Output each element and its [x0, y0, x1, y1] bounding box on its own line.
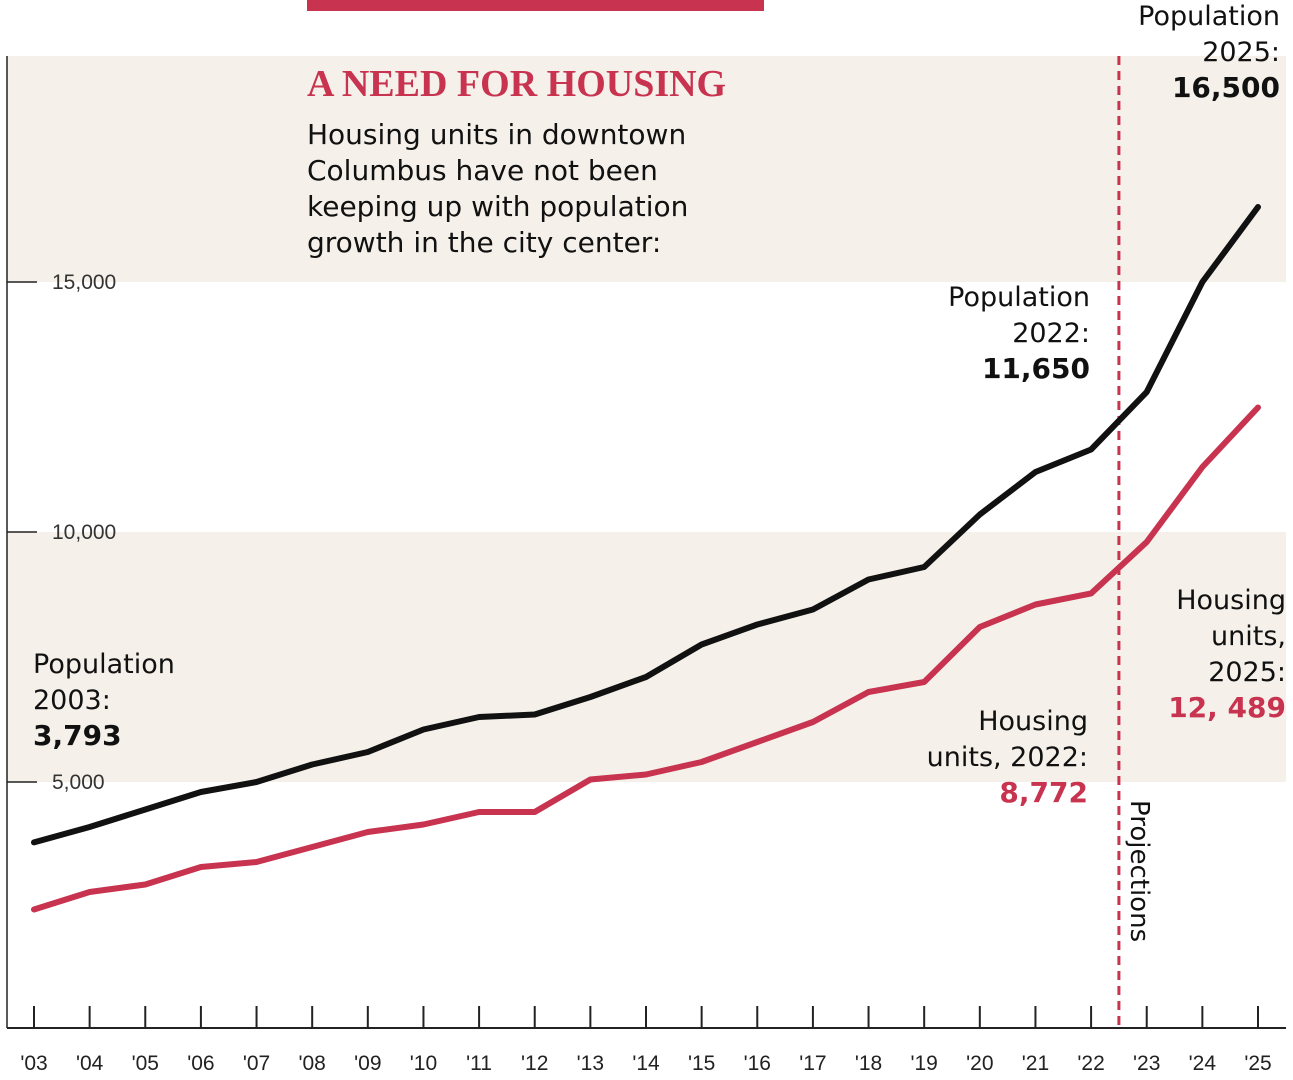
- annotation-label: Population: [33, 649, 175, 680]
- x-tick-label: '13: [577, 1052, 604, 1075]
- header-accent-bar: [307, 0, 764, 11]
- x-tick-label: '22: [1077, 1052, 1104, 1075]
- shaded-band: [7, 56, 1286, 282]
- subtitle-line: Housing units in downtown: [307, 118, 686, 151]
- population-line: [31, 204, 1261, 846]
- subtitle-line: keeping up with population: [307, 190, 688, 223]
- annotation-value: 8,772: [999, 776, 1088, 809]
- annotation-label: Population: [948, 282, 1090, 313]
- x-tick-label: '15: [688, 1052, 715, 1075]
- annotation-label: 2003:: [33, 685, 111, 716]
- projections-label: Projections: [1124, 800, 1154, 942]
- x-tick-label: '17: [799, 1052, 826, 1075]
- x-tick-label: '16: [744, 1052, 771, 1075]
- x-tick-label: '07: [243, 1052, 270, 1075]
- x-tick-label: '12: [521, 1052, 548, 1075]
- y-tick-label: 15,000: [52, 271, 116, 294]
- y-tick-label: 10,000: [52, 521, 116, 544]
- x-tick-label: '18: [855, 1052, 882, 1075]
- x-tick-label: '05: [132, 1052, 159, 1075]
- annotation-label: Housing: [978, 706, 1088, 737]
- annotation-value: 12, 489: [1168, 691, 1286, 724]
- subtitle-line: Columbus have not been: [307, 154, 658, 187]
- x-tick-label: '11: [466, 1052, 492, 1075]
- x-tick-label: '23: [1133, 1052, 1160, 1075]
- annotation-label: Population: [1138, 1, 1280, 32]
- annotation-value: 11,650: [982, 352, 1090, 385]
- annotation-label: Housing: [1176, 585, 1286, 616]
- x-tick-label: '25: [1244, 1052, 1271, 1075]
- chart-subtitle: Housing units in downtown Columbus have …: [307, 118, 688, 259]
- annotation-population-2003: Population 2003: 3,793: [33, 649, 175, 752]
- x-tick-label: '24: [1189, 1052, 1217, 1075]
- housing-units-line: [31, 404, 1261, 913]
- x-tick-label: '14: [632, 1052, 660, 1075]
- annotation-housing-2022: Housing units, 2022: 8,772: [927, 706, 1088, 809]
- x-tick-label: '06: [187, 1052, 214, 1075]
- annotation-label: 2025:: [1208, 657, 1286, 688]
- y-axis: 5,000 10,000 15,000: [6, 56, 116, 1028]
- x-tick-label: '09: [354, 1052, 381, 1075]
- x-tick-label: '20: [966, 1052, 993, 1075]
- subtitle-line: growth in the city center:: [307, 226, 661, 259]
- x-tick-label: '19: [910, 1052, 937, 1075]
- annotation-population-2022: Population 2022: 11,650: [948, 282, 1090, 385]
- shaded-bands: [7, 56, 1286, 782]
- annotation-housing-2025: Housing units, 2025: 12, 489: [1168, 585, 1286, 724]
- shaded-band: [7, 532, 1286, 782]
- x-tick-label: '04: [76, 1052, 104, 1075]
- annotation-label: 2022:: [1012, 318, 1090, 349]
- x-tick-label: '03: [20, 1052, 47, 1075]
- y-tick-label: 5,000: [52, 771, 105, 794]
- x-axis: '03 '04 '05 '06 '07 '08 '09 '10 '11 '12 '13 '14 '15 '…: [7, 1006, 1286, 1075]
- annotation-label: units,: [1211, 621, 1286, 652]
- chart-title: A NEED FOR HOUSING: [307, 63, 726, 105]
- annotation-value: 3,793: [33, 719, 122, 752]
- x-tick-label: '10: [410, 1052, 437, 1075]
- annotation-label: 2025:: [1202, 37, 1280, 68]
- annotation-label: units, 2022:: [927, 742, 1088, 773]
- x-tick-label: '08: [298, 1052, 325, 1075]
- annotation-population-2025: Population 2025: 16,500: [1138, 1, 1280, 104]
- x-tick-label: '21: [1022, 1052, 1049, 1075]
- annotation-value: 16,500: [1172, 71, 1280, 104]
